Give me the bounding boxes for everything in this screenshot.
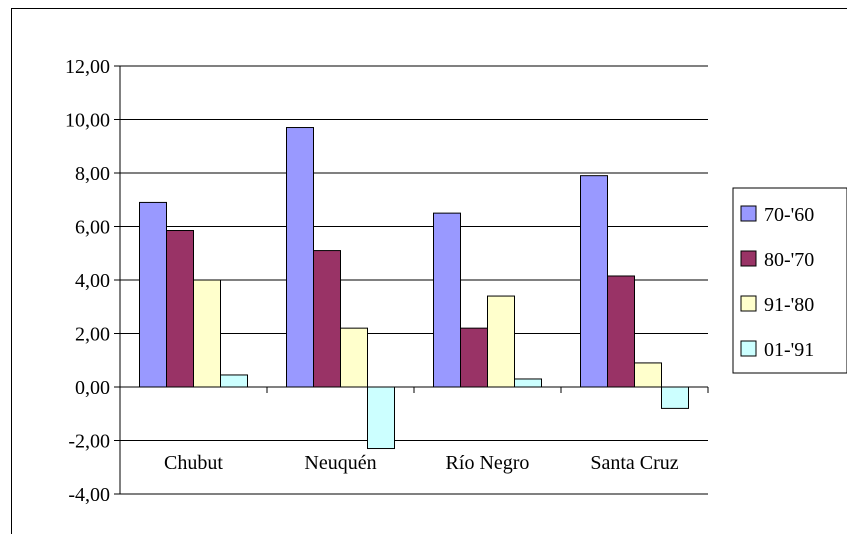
bar xyxy=(661,386,689,409)
bar xyxy=(340,327,368,388)
chart-area xyxy=(11,8,847,534)
legend-swatch xyxy=(740,250,757,267)
legend-label: 91-'80 xyxy=(764,294,814,316)
bar xyxy=(193,279,221,388)
bar xyxy=(580,175,608,388)
legend-swatch xyxy=(740,295,757,312)
bar xyxy=(313,250,341,388)
legend-swatch xyxy=(740,205,757,222)
bar xyxy=(514,378,542,388)
bar xyxy=(166,230,194,388)
bar xyxy=(634,362,662,388)
legend-swatch xyxy=(740,340,757,357)
y-tick-label: 6,00 xyxy=(75,217,110,239)
legend-label: 70-'60 xyxy=(764,204,814,226)
y-tick-label: 10,00 xyxy=(65,110,110,132)
bars xyxy=(139,127,689,450)
bar xyxy=(433,212,461,388)
category-label: Santa Cruz xyxy=(590,452,678,474)
y-tick-label: 2,00 xyxy=(75,324,110,346)
category-label: Río Negro xyxy=(446,452,530,474)
bar xyxy=(220,374,248,388)
legend-label: 80-'70 xyxy=(764,249,814,271)
y-tick-label: 12,00 xyxy=(65,56,110,78)
y-tick-label: 4,00 xyxy=(75,270,110,292)
legend: 70-'60 80-'70 91-'80 01-'91 xyxy=(732,187,847,374)
bar xyxy=(286,127,314,388)
y-tick-label: -4,00 xyxy=(68,484,110,506)
bar xyxy=(367,386,395,450)
legend-label: 01-'91 xyxy=(764,339,814,361)
axes xyxy=(114,65,709,495)
bar xyxy=(607,275,635,388)
category-labels: Chubut Neuquén Río Negro Santa Cruz xyxy=(164,452,679,474)
bar xyxy=(487,295,515,388)
bar xyxy=(139,201,167,388)
category-label: Chubut xyxy=(164,452,223,474)
y-tick-label: -2,00 xyxy=(68,431,110,453)
bar xyxy=(460,327,488,388)
category-label: Neuquén xyxy=(304,452,376,474)
y-tick-label: 8,00 xyxy=(75,163,110,185)
y-axis-tick-labels: 12,00 10,00 8,00 6,00 4,00 2,00 0,00 -2,00 -4,00 xyxy=(65,56,110,506)
y-tick-label: 0,00 xyxy=(75,377,110,399)
